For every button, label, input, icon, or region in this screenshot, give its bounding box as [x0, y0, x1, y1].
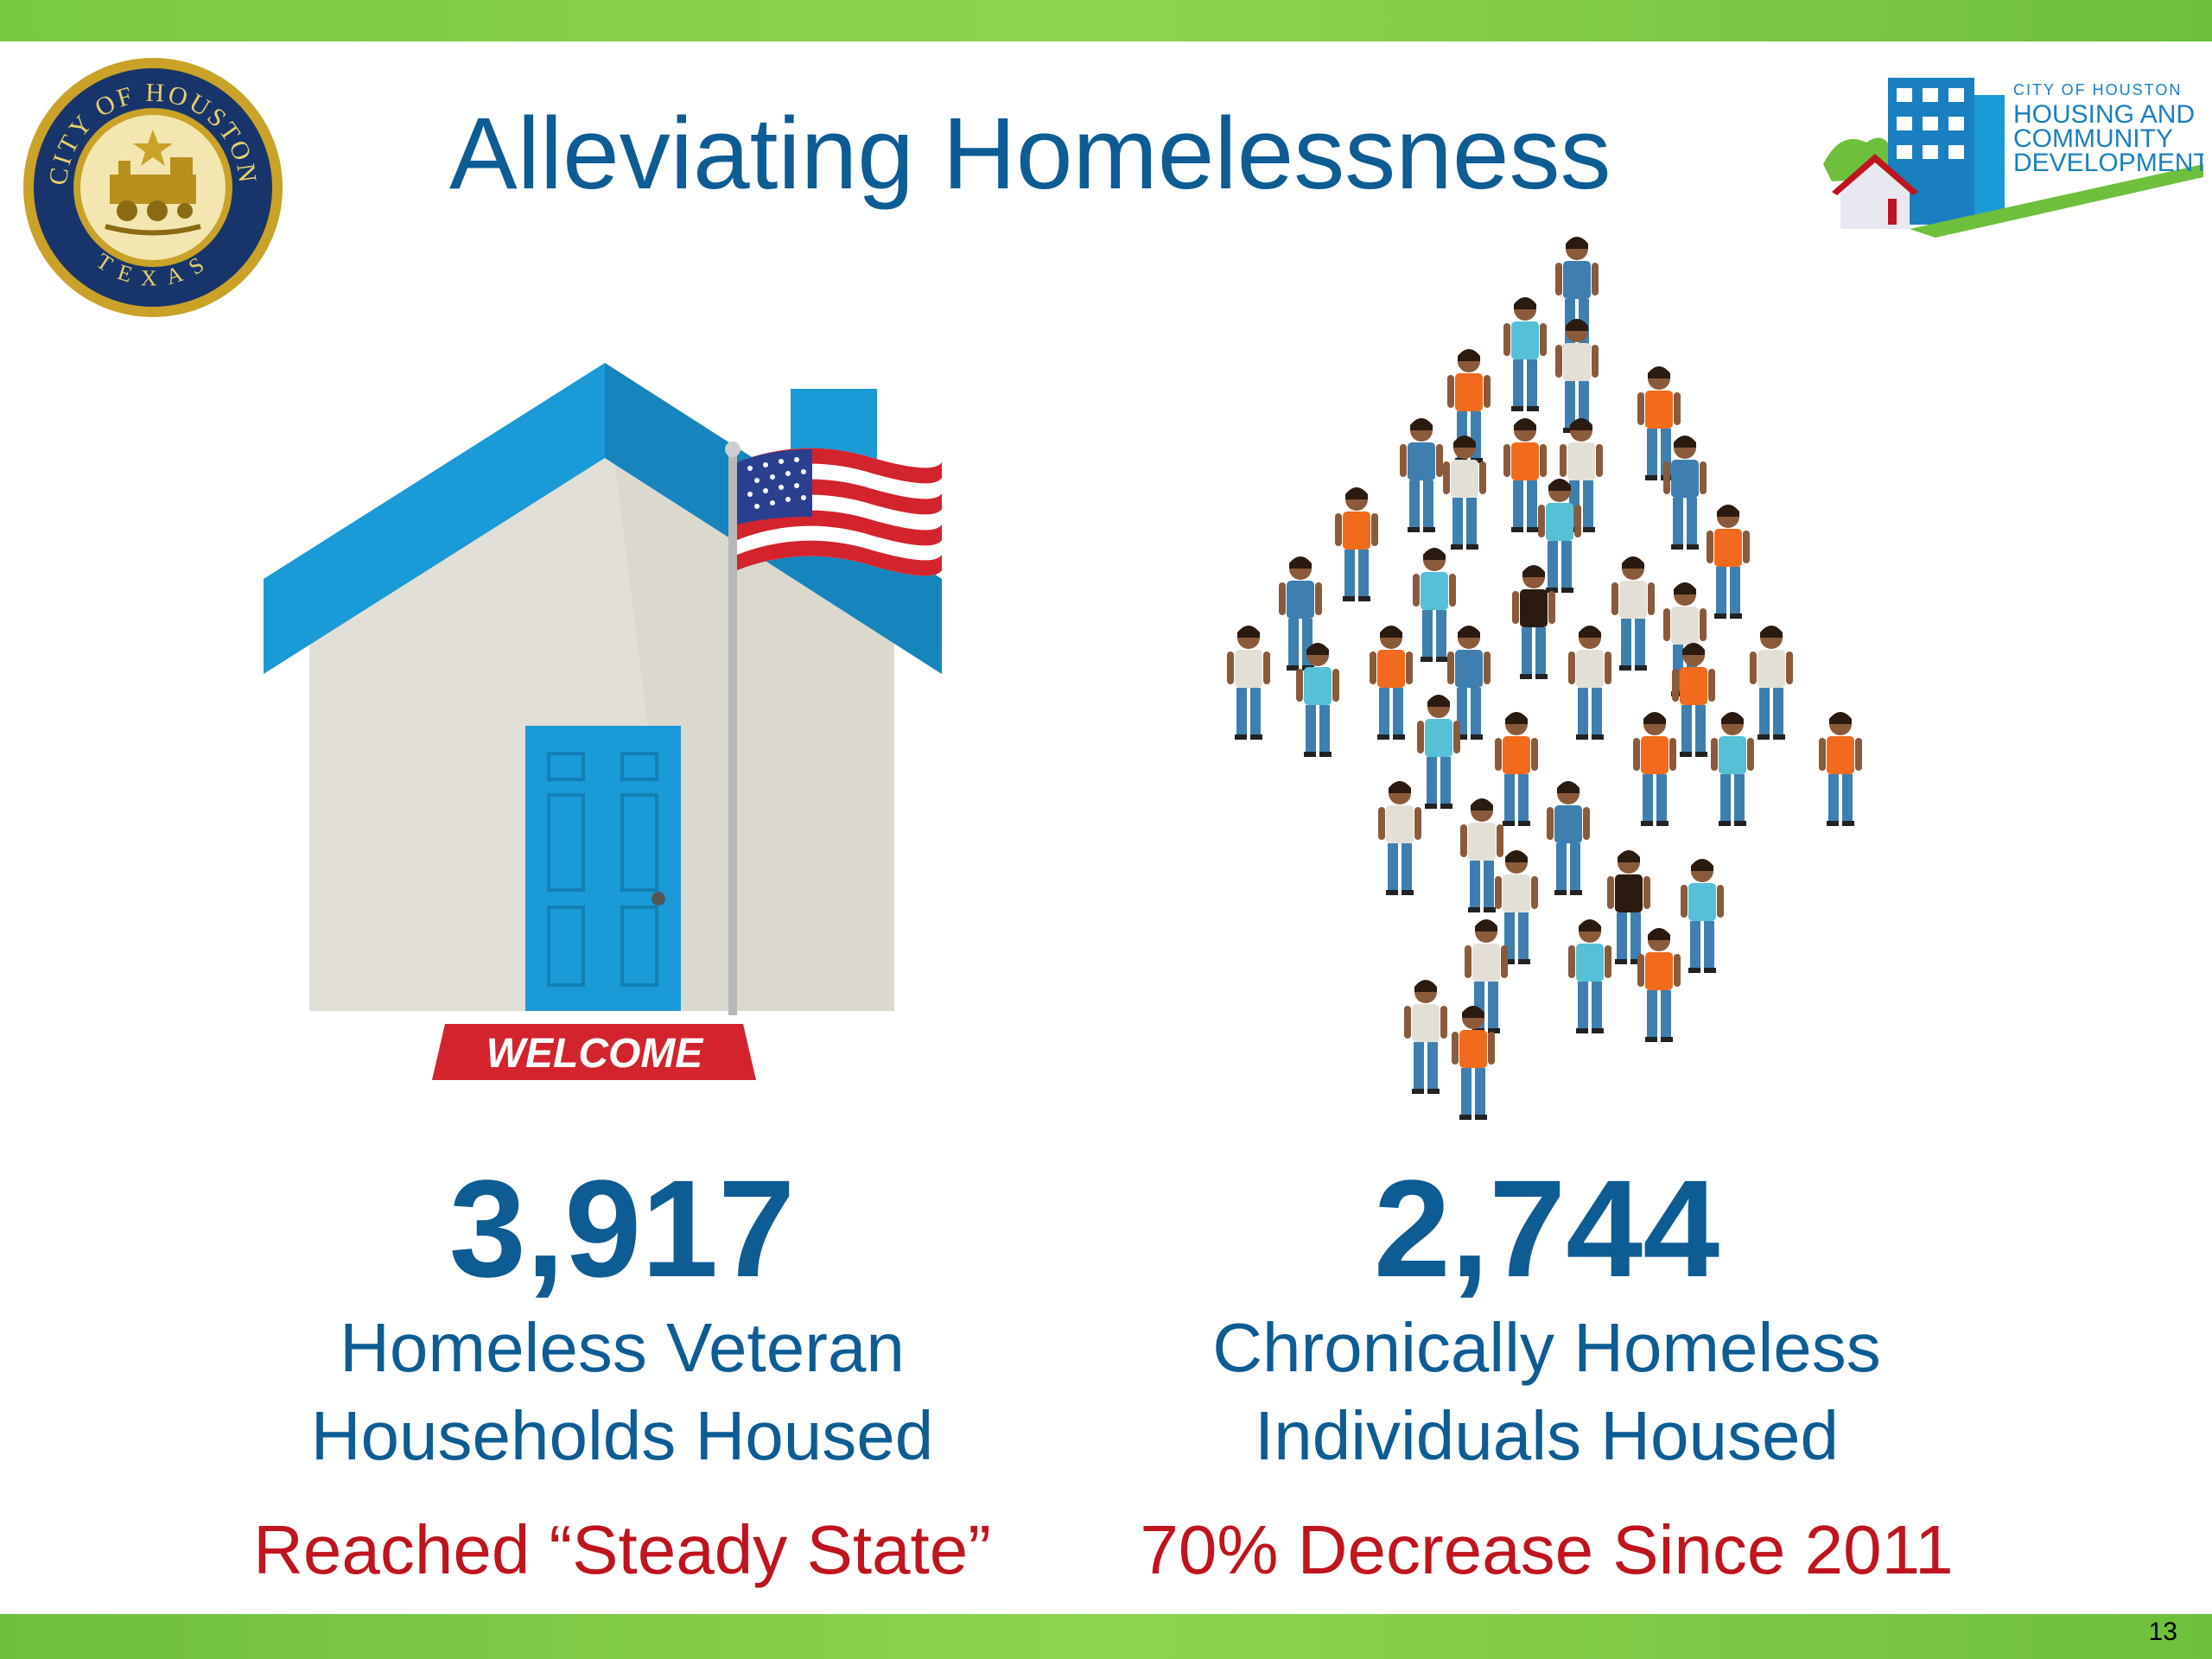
chronically-homeless-count: 2,744 — [1373, 1151, 1720, 1306]
veteran-label-line2: Households Housed — [310, 1397, 934, 1474]
welcome-mat — [432, 1024, 756, 1080]
housing-community-development-logo: CITY OF HOUSTON HOUSING AND COMMUNITY DE… — [1823, 78, 2203, 238]
veteran-label-line1: Homeless Veteran — [340, 1309, 905, 1386]
american-flag — [737, 448, 942, 576]
veteran-households-count: 3,917 — [448, 1151, 796, 1306]
top-green-bar — [0, 0, 2212, 41]
crowd-of-people-illustration — [1227, 237, 1862, 1120]
veteran-note: Reached “Steady State” — [253, 1511, 991, 1588]
svg-text:HOUSING AND: HOUSING AND — [2013, 100, 2195, 129]
bottom-green-bar — [0, 1614, 2212, 1659]
page-title: Alleviating Homelessness — [449, 97, 1611, 211]
chronic-note: 70% Decrease Since 2011 — [1140, 1511, 1954, 1588]
chronic-label-line1: Chronically Homeless — [1212, 1309, 1881, 1386]
crowd-row — [1465, 919, 1681, 1042]
house-illustration: WELCOME — [264, 363, 942, 1080]
svg-text:WELCOME: WELCOME — [486, 1031, 705, 1077]
svg-text:CITY OF HOUSTON: CITY OF HOUSTON — [2013, 81, 2182, 99]
city-of-houston-seal: CITY OF HOUSTON TEXAS — [23, 58, 283, 317]
svg-text:COMMUNITY: COMMUNITY — [2013, 124, 2173, 153]
flag-pole — [728, 449, 737, 1015]
crowd-row — [1279, 548, 1707, 696]
crowd-row — [1378, 781, 1590, 912]
chronic-label-line2: Individuals Housed — [1255, 1397, 1839, 1474]
svg-text:DEVELOPMENT: DEVELOPMENT — [2013, 149, 2203, 177]
page-number: 13 — [2148, 1618, 2177, 1646]
